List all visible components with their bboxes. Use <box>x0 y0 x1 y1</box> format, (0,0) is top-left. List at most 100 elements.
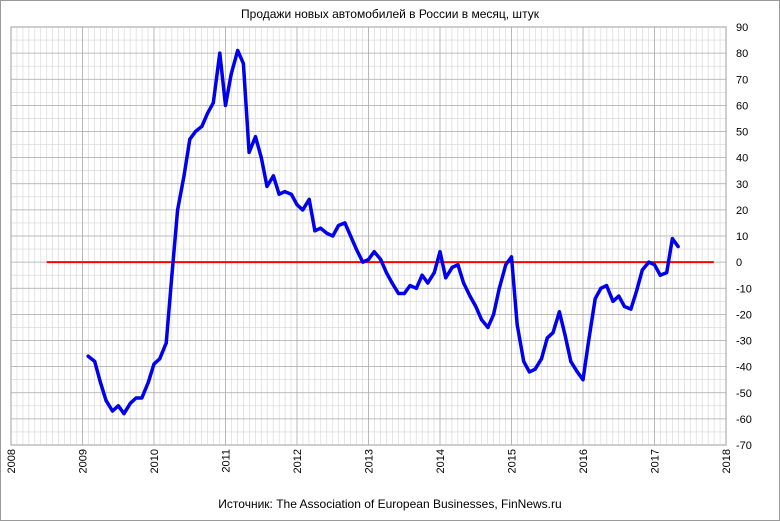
data-point <box>426 281 430 285</box>
data-point <box>492 312 496 316</box>
data-point <box>182 174 186 178</box>
data-point <box>241 61 245 66</box>
data-point <box>438 250 442 254</box>
data-point <box>134 396 138 400</box>
data-point <box>522 359 526 363</box>
data-point <box>93 359 97 363</box>
data-point <box>366 257 371 262</box>
data-point <box>361 260 365 264</box>
data-point <box>211 101 215 105</box>
data-point <box>545 336 549 340</box>
data-point <box>283 189 287 194</box>
data-point <box>569 359 573 363</box>
data-point <box>354 247 358 251</box>
data-point <box>515 323 519 327</box>
series-line-0 <box>86 48 680 416</box>
data-point <box>432 270 436 275</box>
x-tick-label: 2017 <box>650 449 662 473</box>
data-point <box>110 409 115 413</box>
x-tick-label: 2018 <box>721 449 733 473</box>
data-point <box>402 291 406 296</box>
data-point <box>277 192 281 196</box>
x-tick-label: 2010 <box>149 449 161 473</box>
data-point <box>146 380 150 384</box>
y-tick-label: 70 <box>736 74 748 86</box>
data-point <box>604 284 609 288</box>
data-point <box>563 333 567 337</box>
data-point <box>450 265 454 269</box>
y-tick-label: 40 <box>736 153 748 165</box>
data-point <box>86 354 90 358</box>
data-point <box>414 286 419 290</box>
data-point <box>527 370 531 374</box>
y-tick-label: -70 <box>736 440 752 452</box>
x-tick-label: 2012 <box>292 449 304 473</box>
data-point <box>128 401 133 405</box>
data-point <box>259 156 263 160</box>
data-point <box>116 404 120 408</box>
data-point <box>295 203 299 207</box>
data-point <box>336 223 341 228</box>
y-tick-label: 50 <box>736 127 748 139</box>
data-point <box>551 331 555 335</box>
y-tick-label: 10 <box>736 231 748 243</box>
data-point <box>193 129 198 134</box>
data-point <box>170 273 174 277</box>
x-tick-label: 2009 <box>78 449 90 473</box>
data-point <box>152 362 156 366</box>
data-point <box>188 137 192 141</box>
data-point <box>581 378 585 382</box>
data-point <box>289 192 293 196</box>
x-tick-label: 2015 <box>507 449 519 473</box>
y-tick-label: 20 <box>736 205 748 217</box>
data-point <box>533 367 537 371</box>
data-point <box>539 357 544 361</box>
data-point <box>647 260 651 264</box>
data-point <box>456 263 460 267</box>
data-point <box>629 307 633 311</box>
data-point <box>665 270 669 275</box>
data-point <box>593 297 597 301</box>
data-point <box>271 174 276 178</box>
data-point <box>318 226 323 230</box>
data-point <box>206 111 210 115</box>
data-point <box>461 281 466 285</box>
y-tick-label: 30 <box>736 179 748 191</box>
data-point <box>200 124 204 128</box>
data-point <box>640 268 644 272</box>
data-point <box>444 276 448 280</box>
data-point <box>599 286 603 290</box>
data-point <box>379 257 383 262</box>
data-point <box>164 341 168 345</box>
data-point <box>236 48 240 53</box>
y-tick-label: -50 <box>736 388 752 400</box>
y-tick-label: 80 <box>736 48 748 60</box>
y-tick-label: -30 <box>736 336 752 348</box>
data-point <box>497 286 501 290</box>
x-tick-label: 2013 <box>364 449 376 473</box>
y-tick-label: -40 <box>736 362 752 374</box>
y-tick-label: 60 <box>736 100 748 112</box>
data-point <box>307 197 311 202</box>
data-point <box>384 270 388 275</box>
x-tick-label: 2008 <box>6 449 18 473</box>
data-point <box>396 291 401 296</box>
data-point <box>670 237 674 241</box>
data-point <box>218 51 222 55</box>
data-point <box>301 208 305 212</box>
data-point <box>617 294 621 298</box>
data-point <box>587 338 591 343</box>
chart-title: Продажи новых автомобилей в России в мес… <box>241 7 539 21</box>
data-point <box>175 208 180 212</box>
data-point <box>247 150 251 154</box>
data-point <box>122 412 126 416</box>
data-point <box>509 255 514 259</box>
x-tick-label: 2014 <box>435 449 447 473</box>
data-point <box>622 304 627 309</box>
data-point <box>223 103 228 107</box>
data-point <box>611 299 615 303</box>
x-tick-label: 2016 <box>578 449 590 473</box>
data-point <box>104 398 108 403</box>
data-point <box>420 273 424 277</box>
